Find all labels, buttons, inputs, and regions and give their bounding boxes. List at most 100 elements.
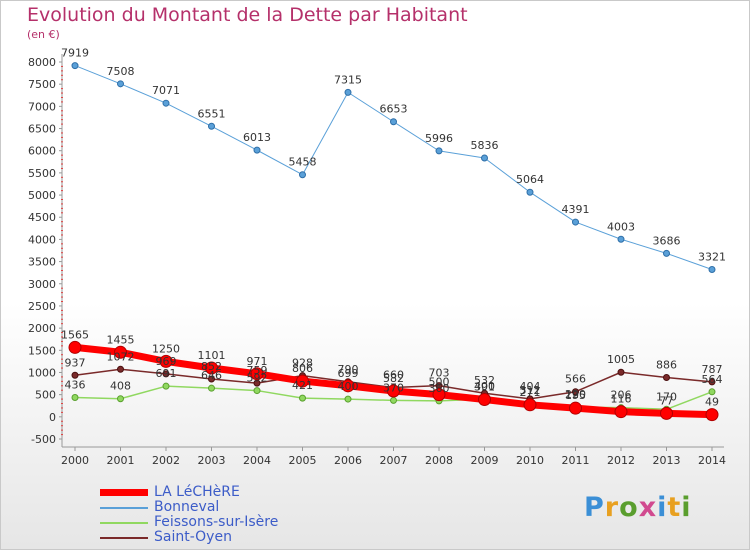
data-label-la-lechere: 391: [474, 380, 495, 393]
data-label-bonneval: 7508: [107, 65, 135, 78]
y-minor-tick: [61, 301, 63, 303]
data-label-feissons: 421: [292, 379, 313, 392]
data-point-feissons: [253, 387, 261, 395]
data-label-la-lechere: 582: [383, 372, 404, 385]
data-label-la-lechere: 1565: [61, 328, 89, 341]
data-label-feissons: 370: [383, 381, 404, 394]
y-minor-tick: [61, 163, 63, 165]
legend: LA LéCHèRE Bonneval Feissons-sur-Isère S…: [100, 485, 360, 545]
y-minor-tick: [61, 198, 63, 200]
data-label-la-lechere: 271: [520, 386, 541, 399]
y-minor-tick: [61, 96, 63, 98]
y-minor-tick: [61, 363, 63, 365]
data-point-bonneval: [390, 118, 397, 126]
y-minor-tick: [61, 88, 63, 90]
y-minor-tick: [61, 314, 63, 316]
y-minor-tick: [61, 296, 63, 298]
data-label-saint-oyen: 937: [65, 356, 86, 369]
data-label-bonneval: 5996: [425, 132, 453, 145]
y-minor-tick: [61, 425, 63, 427]
logo-letter: P: [584, 492, 605, 523]
logo-letter: t: [667, 492, 682, 523]
data-label-la-lechere: 195: [565, 389, 586, 402]
data-point-la-lechere: [705, 408, 719, 422]
x-tick-label: 2001: [107, 454, 135, 467]
data-point-la-lechere: [205, 361, 218, 375]
y-minor-tick: [61, 274, 63, 276]
y-tick-label: 4500: [28, 211, 56, 224]
y-tick-label: 500: [35, 389, 56, 402]
data-point-saint-oyen: [708, 378, 716, 386]
y-minor-tick: [61, 114, 63, 116]
legend-swatch-bonneval: [100, 507, 148, 509]
x-tick-label: 2014: [698, 454, 726, 467]
data-label-saint-oyen: 787: [702, 363, 723, 376]
logo-letter: i: [681, 492, 692, 523]
data-point-bonneval: [162, 99, 170, 107]
y-minor-tick: [61, 141, 63, 143]
data-point-feissons: [117, 395, 124, 403]
data-point-la-lechere: [250, 367, 264, 381]
y-minor-tick: [61, 110, 63, 112]
y-minor-tick: [61, 336, 63, 338]
y-minor-tick: [61, 132, 63, 134]
y-minor-tick: [61, 145, 63, 147]
y-minor-tick: [61, 367, 63, 369]
y-minor-tick: [61, 234, 63, 236]
legend-label-la-lechere: LA LéCHèRE: [154, 484, 240, 500]
y-minor-tick: [61, 159, 63, 161]
y-minor-tick: [61, 265, 63, 267]
data-label-la-lechere: 699: [338, 367, 359, 380]
data-label-bonneval: 7919: [61, 47, 89, 60]
y-tick-label: 5500: [28, 167, 56, 180]
y-tick-label: 0: [49, 411, 56, 424]
data-point-saint-oyen: [71, 371, 79, 379]
y-minor-tick: [61, 181, 63, 183]
data-label-la-lechere: 500: [429, 376, 450, 389]
x-tick-label: 2012: [607, 454, 635, 467]
legend-item-la-lechere: LA LéCHèRE: [100, 485, 360, 500]
data-label-saint-oyen: 532: [474, 374, 495, 387]
data-point-bonneval: [117, 80, 124, 88]
logo-letter: i: [657, 492, 668, 523]
y-minor-tick: [61, 207, 63, 209]
data-label-la-lechere: 806: [292, 362, 313, 375]
y-minor-tick: [61, 376, 63, 378]
x-tick-label: 2007: [380, 454, 408, 467]
y-tick-label: 5000: [28, 189, 56, 202]
y-minor-tick: [61, 212, 63, 214]
y-minor-tick: [61, 225, 63, 227]
data-label-la-lechere: 1455: [107, 333, 135, 346]
data-label-bonneval: 4391: [562, 203, 590, 216]
data-label-saint-oyen: 660: [383, 369, 404, 382]
y-minor-tick: [61, 252, 63, 254]
data-point-la-lechere: [569, 401, 582, 415]
data-point-bonneval: [708, 266, 716, 274]
y-minor-tick: [61, 74, 63, 76]
y-minor-tick: [61, 385, 63, 387]
y-tick-label: 3500: [28, 256, 56, 269]
data-point-feissons: [162, 382, 170, 390]
y-minor-tick: [61, 203, 63, 205]
data-point-la-lechere: [114, 345, 127, 359]
data-label-saint-oyen: 759: [247, 364, 268, 377]
y-minor-tick: [61, 190, 63, 192]
y-minor-tick: [61, 323, 63, 325]
y-tick-label: 6500: [28, 123, 56, 136]
data-label-bonneval: 3686: [653, 234, 681, 247]
data-point-la-lechere: [478, 392, 491, 406]
legend-item-saint-oyen: Saint-Oyen: [100, 530, 360, 545]
data-label-feissons: 220: [565, 388, 586, 401]
data-label-saint-oyen: 404: [520, 380, 541, 393]
data-point-bonneval: [617, 235, 625, 243]
x-tick-label: 2004: [243, 454, 271, 467]
data-label-bonneval: 7315: [334, 73, 362, 86]
data-label-saint-oyen: 928: [292, 357, 313, 370]
legend-swatch-saint-oyen: [100, 537, 148, 539]
data-label-la-lechere: 1101: [198, 349, 226, 362]
data-point-la-lechere: [159, 354, 173, 368]
y-minor-tick: [61, 101, 63, 103]
y-minor-tick: [61, 119, 63, 121]
y-minor-tick: [61, 309, 63, 311]
y-tick-label: 1500: [28, 344, 56, 357]
